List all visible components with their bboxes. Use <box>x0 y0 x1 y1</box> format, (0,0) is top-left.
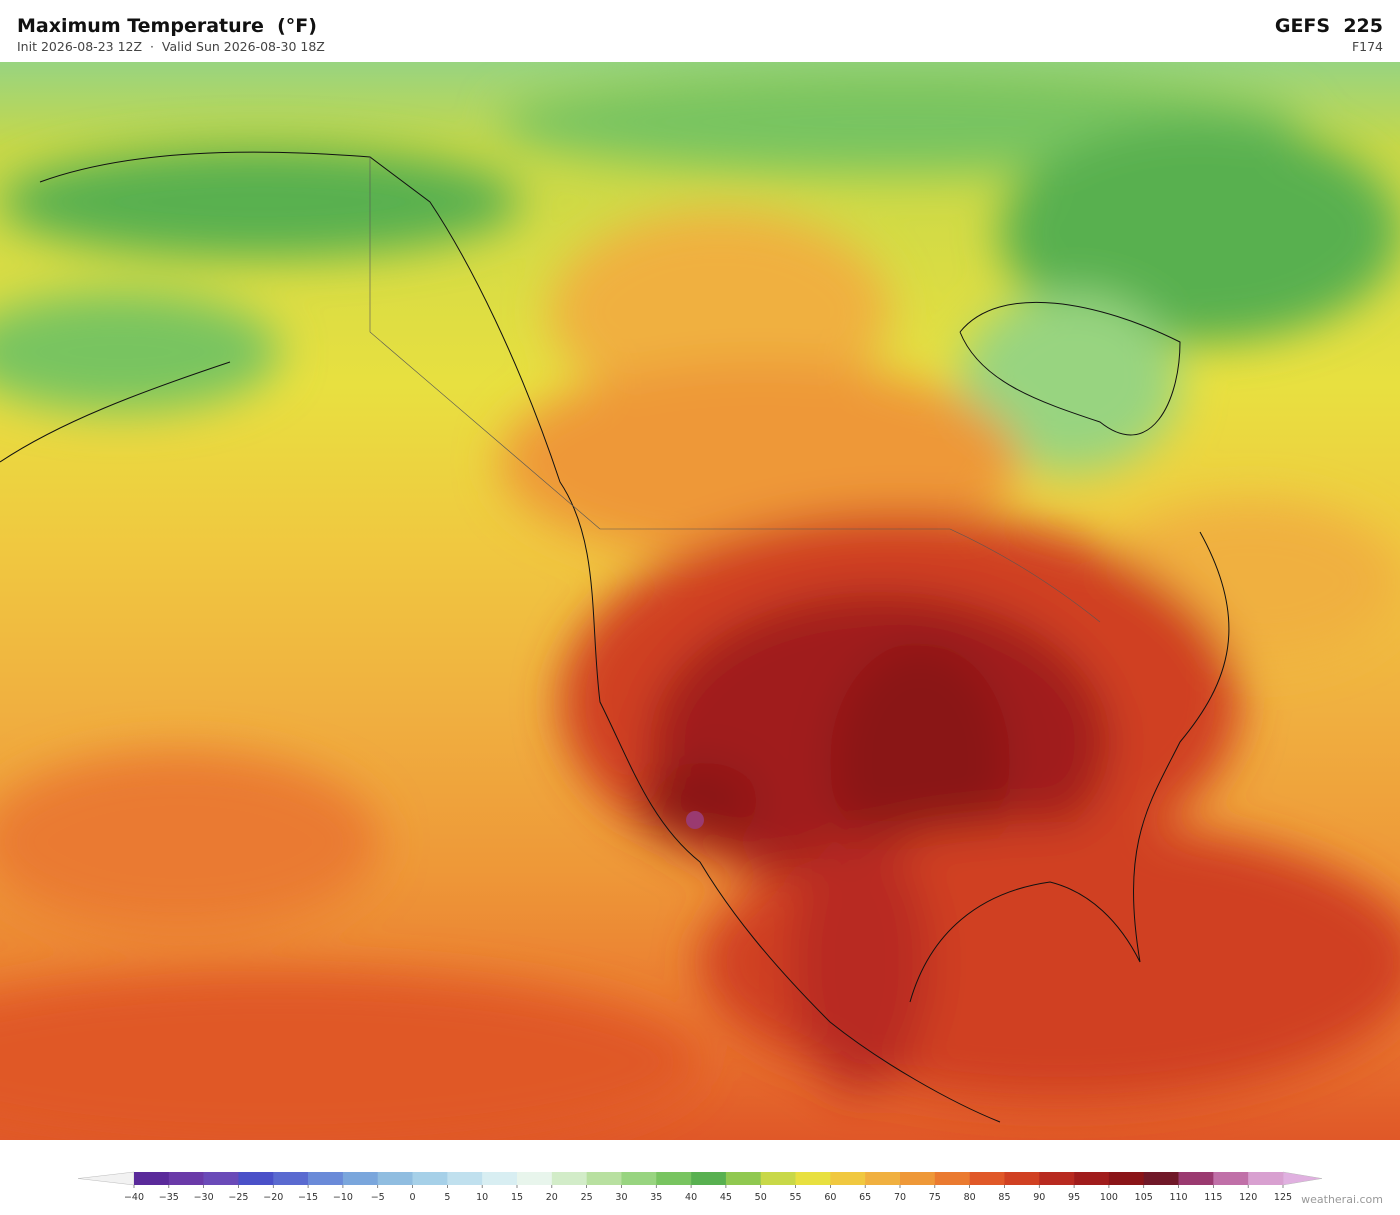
colorbar-bin <box>760 1172 796 1185</box>
colorbar-tick-label: 70 <box>894 1192 906 1203</box>
colorbar-tick-label: 95 <box>1068 1192 1080 1203</box>
colorbar-bin <box>621 1172 657 1185</box>
model-label: GEFS 225 <box>1274 15 1383 37</box>
colorbar-bin <box>900 1172 936 1185</box>
colorbar-tick-label: −15 <box>298 1192 318 1203</box>
colorbar-bin <box>830 1172 866 1185</box>
colorbar-tick-label: 80 <box>964 1192 976 1203</box>
colorbar-bin <box>203 1172 239 1185</box>
colorbar-tick-label: 120 <box>1239 1192 1257 1203</box>
subtitle: Init 2026-08-23 12Z · Valid Sun 2026-08-… <box>17 39 325 54</box>
colorbar-tick-label: 50 <box>755 1192 767 1203</box>
colorbar-tick-label: 125 <box>1274 1192 1292 1203</box>
hot-spot <box>686 811 704 829</box>
colorbar-bin <box>551 1172 587 1185</box>
colorbar-bin <box>1178 1172 1214 1185</box>
title: Maximum Temperature (°F) <box>17 15 317 37</box>
colorbar-bin <box>1039 1172 1075 1185</box>
colorbar-bin <box>795 1172 831 1185</box>
colorbar-bin <box>412 1172 448 1185</box>
map <box>0 62 1400 1140</box>
borders <box>369 157 1101 623</box>
colorbar-bin <box>238 1172 274 1185</box>
colorbar-tick-label: 40 <box>685 1192 697 1203</box>
colorbar-tick-label: 25 <box>581 1192 593 1203</box>
colorbar-tick-label: 55 <box>789 1192 801 1203</box>
colorbar-tick-label: 65 <box>859 1192 871 1203</box>
colorbar-over <box>1282 1171 1323 1186</box>
colorbar-tick-label: −5 <box>371 1192 385 1203</box>
colorbar-tick-label: −20 <box>263 1192 283 1203</box>
colorbar-tick-label: 30 <box>615 1192 627 1203</box>
colorbar-bin <box>1074 1172 1110 1185</box>
colorbar-tick-label: 90 <box>1033 1192 1045 1203</box>
colorbar-tick-label: −10 <box>333 1192 353 1203</box>
colorbar-bin <box>656 1172 692 1185</box>
colorbar-bin <box>1213 1172 1249 1185</box>
temperature-field <box>0 72 1400 1140</box>
colorbar: −40 −35 −30 −25 −20 −15 −10 −5 0 5 10 15 20 25 30 35 40 4… <box>77 1171 1323 1203</box>
colorbar-bin <box>342 1172 379 1185</box>
colorbar-tick-label: 10 <box>476 1192 488 1203</box>
colorbar-bin <box>969 1172 1005 1185</box>
watermark: weatherai.com <box>1301 1193 1383 1206</box>
colorbar-bin <box>865 1172 901 1185</box>
colorbar-tick-label: 35 <box>650 1192 662 1203</box>
colorbar-tick-label: 0 <box>410 1192 416 1203</box>
colorbar-tick-label: 100 <box>1100 1192 1118 1203</box>
colorbar-bin <box>447 1172 483 1185</box>
colorbar-tick-label: 45 <box>720 1192 732 1203</box>
colorbar-tick-label: 105 <box>1135 1192 1153 1203</box>
colorbar-under <box>77 1171 135 1186</box>
colorbar-bin <box>725 1172 762 1185</box>
colorbar-bin <box>1248 1172 1284 1185</box>
colorbar-bin <box>134 1172 170 1185</box>
colorbar-bin <box>1004 1172 1040 1185</box>
colorbar-tick-label: 60 <box>824 1192 836 1203</box>
colorbar-bin <box>273 1172 309 1185</box>
colorbar-bin <box>691 1172 727 1185</box>
colorbar-bin <box>308 1172 344 1185</box>
colorbar-bin <box>482 1172 518 1185</box>
colorbar-tick-label: 75 <box>929 1192 941 1203</box>
colorbar-bin <box>586 1172 622 1185</box>
colorbar-tick-label: −40 <box>124 1192 144 1203</box>
colorbar-tick-label: −35 <box>159 1192 179 1203</box>
forecast-hour: F174 <box>1351 39 1383 54</box>
colorbar-bin <box>934 1172 970 1185</box>
colorbar-bin <box>1143 1172 1179 1185</box>
colorbar-bin <box>168 1172 204 1185</box>
colorbar-tick-label: 115 <box>1204 1192 1222 1203</box>
colorbar-tick-label: 85 <box>998 1192 1010 1203</box>
colorbar-tick-label: −25 <box>228 1192 248 1203</box>
coastlines <box>0 151 1230 1123</box>
colorbar-tick-label: 5 <box>444 1192 450 1203</box>
colorbar-bin <box>377 1172 413 1185</box>
colorbar-tick-label: 15 <box>511 1192 523 1203</box>
colorbar-tick-label: 110 <box>1169 1192 1187 1203</box>
colorbar-bin <box>1108 1172 1145 1185</box>
colorbar-tick-label: −30 <box>194 1192 214 1203</box>
colorbar-tick-label: 20 <box>546 1192 558 1203</box>
colorbar-bin <box>517 1172 553 1185</box>
